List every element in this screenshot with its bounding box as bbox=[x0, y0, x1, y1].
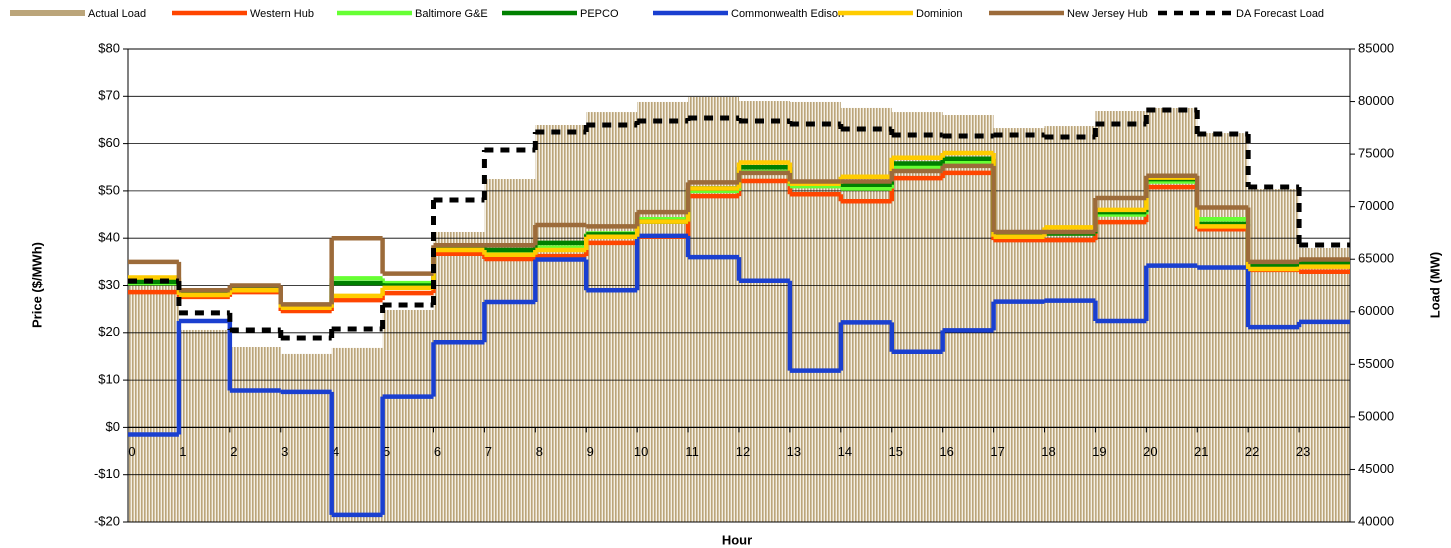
y2-tick-label: 85000 bbox=[1358, 40, 1394, 55]
x-tick-label: 20 bbox=[1143, 444, 1157, 459]
load-bar bbox=[1299, 247, 1350, 522]
y2-tick-label: 70000 bbox=[1358, 198, 1394, 213]
x-tick-label: 3 bbox=[281, 444, 288, 459]
y-tick-label: $70 bbox=[98, 88, 120, 103]
y-tick-label: $80 bbox=[98, 40, 120, 55]
x-tick-label: 8 bbox=[536, 444, 543, 459]
load-bar bbox=[433, 231, 485, 522]
x-tick-label: 6 bbox=[434, 444, 441, 459]
load-bar bbox=[1146, 107, 1198, 522]
x-tick-label: 1 bbox=[179, 444, 186, 459]
y2-tick-label: 55000 bbox=[1358, 356, 1394, 371]
x-tick-label: 15 bbox=[889, 444, 903, 459]
load-bar bbox=[535, 124, 587, 522]
legend-label: DA Forecast Load bbox=[1236, 8, 1324, 20]
x-tick-label: 9 bbox=[587, 444, 594, 459]
load-bar bbox=[280, 353, 332, 522]
y2-tick-label: 75000 bbox=[1358, 146, 1394, 161]
load-bar bbox=[891, 112, 943, 523]
load-bar bbox=[128, 282, 179, 522]
load-bar bbox=[789, 101, 841, 522]
x-tick-label: 17 bbox=[990, 444, 1004, 459]
y2-tick-label: 40000 bbox=[1358, 513, 1394, 528]
load-bar bbox=[331, 347, 383, 522]
y-tick-label: $20 bbox=[98, 324, 120, 339]
x-tick-label: 4 bbox=[332, 444, 339, 459]
y2-tick-label: 50000 bbox=[1358, 408, 1394, 423]
x-tick-label: 5 bbox=[383, 444, 390, 459]
x-tick-label: 2 bbox=[230, 444, 237, 459]
load-bar bbox=[1197, 133, 1249, 523]
legend-swatch bbox=[10, 10, 85, 16]
legend-label: PEPCO bbox=[580, 8, 619, 20]
load-bar bbox=[993, 128, 1045, 522]
x-tick-label: 23 bbox=[1296, 444, 1310, 459]
y-tick-label: -$20 bbox=[94, 513, 120, 528]
legend-label: New Jersey Hub bbox=[1067, 8, 1148, 20]
x-tick-label: 12 bbox=[736, 444, 750, 459]
load-bar bbox=[942, 115, 994, 523]
y-tick-label: -$10 bbox=[94, 466, 120, 481]
y-tick-label: $60 bbox=[98, 135, 120, 150]
y-tick-label: $0 bbox=[106, 419, 120, 434]
x-tick-label: 18 bbox=[1041, 444, 1055, 459]
y2-tick-label: 45000 bbox=[1358, 461, 1394, 476]
x-tick-label: 16 bbox=[939, 444, 953, 459]
legend-label: Commonwealth Edison bbox=[731, 8, 844, 20]
legend-label: Actual Load bbox=[88, 8, 146, 20]
x-tick-label: 13 bbox=[787, 444, 801, 459]
x-tick-label: 11 bbox=[685, 444, 699, 459]
load-bar bbox=[1095, 111, 1147, 522]
x-tick-label: 21 bbox=[1194, 444, 1208, 459]
y2-tick-label: 65000 bbox=[1358, 251, 1394, 266]
x-tick-label: 10 bbox=[634, 444, 648, 459]
x-tick-label: 19 bbox=[1092, 444, 1106, 459]
load-bar bbox=[586, 112, 638, 523]
x-axis-label: Hour bbox=[722, 532, 752, 547]
y-tick-label: $30 bbox=[98, 277, 120, 292]
load-bar bbox=[1044, 126, 1096, 522]
x-tick-label: 7 bbox=[485, 444, 492, 459]
y-tick-label: $10 bbox=[98, 372, 120, 387]
y-axis-label: Price ($/MWh) bbox=[29, 242, 44, 328]
y-tick-label: $40 bbox=[98, 230, 120, 245]
plot-border bbox=[127, 48, 1351, 523]
x-tick-label: 22 bbox=[1245, 444, 1259, 459]
load-bar bbox=[484, 179, 536, 522]
legend-label: Western Hub bbox=[250, 8, 314, 20]
y2-tick-label: 60000 bbox=[1358, 303, 1394, 318]
load-bar bbox=[178, 329, 230, 522]
load-bar bbox=[637, 101, 689, 522]
load-bar bbox=[382, 309, 434, 522]
x-tick-label: 0 bbox=[128, 444, 135, 459]
legend-label: Dominion bbox=[916, 8, 962, 20]
load-bar bbox=[229, 346, 281, 522]
y2-axis-label: Load (MW) bbox=[1427, 252, 1442, 318]
y2-tick-label: 80000 bbox=[1358, 93, 1394, 108]
load-bar bbox=[1248, 189, 1300, 522]
x-tick-label: 14 bbox=[838, 444, 852, 459]
legend-label: Baltimore G&E bbox=[415, 8, 488, 20]
load-bar bbox=[688, 97, 739, 523]
y-tick-label: $50 bbox=[98, 182, 120, 197]
load-bar bbox=[840, 107, 892, 522]
